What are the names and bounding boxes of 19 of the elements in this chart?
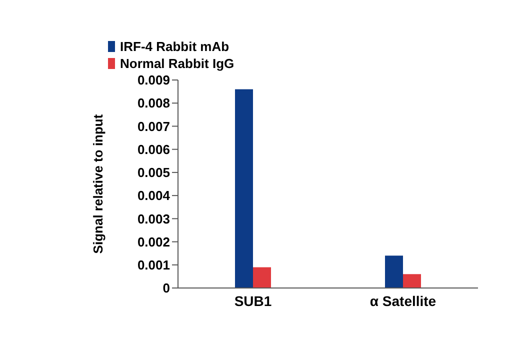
x-tick-label: SUB1 xyxy=(234,292,272,309)
y-tick-label: 0.006 xyxy=(137,142,170,157)
y-tick-label: 0 xyxy=(162,280,170,296)
y-tick-label: 0.005 xyxy=(137,165,170,180)
bar xyxy=(253,267,271,288)
y-tick-label: 0.007 xyxy=(137,118,170,134)
y-tick-label: 0.009 xyxy=(137,72,170,88)
bar xyxy=(235,89,253,288)
x-tick-label: α Satellite xyxy=(370,292,436,309)
bar xyxy=(385,256,403,288)
y-tick-label: 0.003 xyxy=(137,211,170,226)
bar xyxy=(403,274,421,288)
y-tick-label: 0.008 xyxy=(137,96,170,111)
legend-label: Normal Rabbit IgG xyxy=(120,55,234,72)
y-tick-label: 0.004 xyxy=(137,188,171,204)
y-tick-label: 0.002 xyxy=(137,234,170,250)
legend-label: IRF-4 Rabbit mAb xyxy=(120,38,230,55)
y-tick-label: 0.001 xyxy=(137,258,170,273)
y-axis-title: Signal relative to input xyxy=(90,114,106,254)
